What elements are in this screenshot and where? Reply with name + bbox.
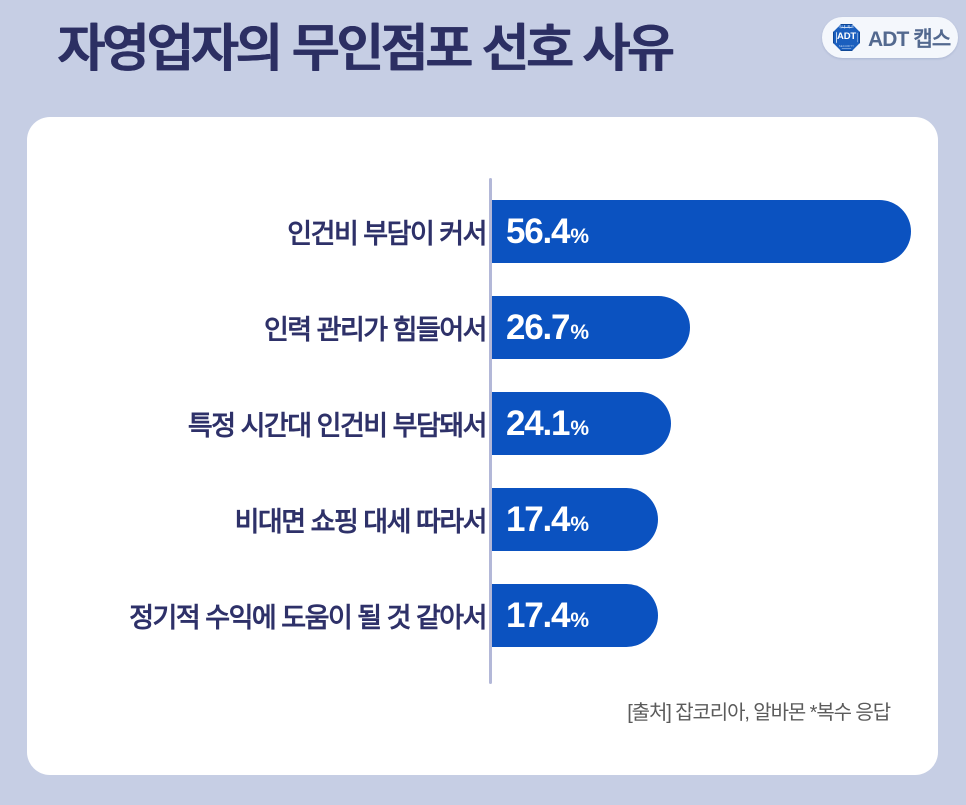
bar-value-number: 56.4 <box>506 212 571 251</box>
bar: 17.4% <box>492 488 658 551</box>
brand-name-label: ADT 캡스 <box>868 27 951 51</box>
chart-axis-line <box>489 178 492 684</box>
bar-value-unit: % <box>570 417 589 440</box>
page-title: 자영업자의 무인점포 선호 사유 <box>58 20 674 77</box>
bar-value-label: 56.4% <box>506 212 589 251</box>
horizontal-bar-chart: 인건비 부담이 커서 56.4% 인력 관리가 힘들어서 26.7% 특정 시간대 인건… <box>27 117 938 775</box>
bar-value-label: 24.1% <box>506 404 589 443</box>
header: 자영업자의 무인점포 선호 사유 국내 최초 ADT SECURITY ADT … <box>0 0 966 112</box>
bar: 24.1% <box>492 392 671 455</box>
bar-rows-container: 인건비 부담이 커서 56.4% 인력 관리가 힘들어서 26.7% 특정 시간대 인건… <box>27 200 938 647</box>
bar-value-number: 17.4 <box>506 596 571 635</box>
bar-value-number: 17.4 <box>506 500 571 539</box>
adt-shield-icon: 국내 최초 ADT SECURITY <box>833 24 860 51</box>
bar: 17.4% <box>492 584 658 647</box>
bar-category-label: 특정 시간대 인건비 부담돼서 <box>187 411 488 441</box>
bar-value-label: 26.7% <box>506 308 589 347</box>
bar-value-unit: % <box>570 609 589 632</box>
bar: 26.7% <box>492 296 690 359</box>
bar-value-unit: % <box>570 225 589 248</box>
bar-row: 특정 시간대 인건비 부담돼서 24.1% <box>27 392 938 455</box>
bar: 56.4% <box>492 200 911 263</box>
adt-badge-bottom-text: SECURITY <box>838 44 855 49</box>
bar-value-number: 26.7 <box>506 308 571 347</box>
bar-category-label: 인력 관리가 힘들어서 <box>263 315 488 345</box>
bar-category-label: 비대면 쇼핑 대세 따라서 <box>234 507 488 537</box>
bar-row: 비대면 쇼핑 대세 따라서 17.4% <box>27 488 938 551</box>
brand-logo[interactable]: 국내 최초 ADT SECURITY ADT 캡스 <box>822 17 958 58</box>
bar-category-label: 정기적 수익에 도움이 될 것 같아서 <box>129 603 487 633</box>
bar-row: 인건비 부담이 커서 56.4% <box>27 200 938 263</box>
bar-row: 인력 관리가 힘들어서 26.7% <box>27 296 938 359</box>
chart-card: 인건비 부담이 커서 56.4% 인력 관리가 힘들어서 26.7% 특정 시간대 인건… <box>27 117 938 775</box>
bar-value-label: 17.4% <box>506 500 589 539</box>
source-note: [출처] 잡코리아, 알바몬 *복수 응답 <box>627 702 891 724</box>
bar-value-unit: % <box>570 513 589 536</box>
adt-badge-text: ADT <box>837 31 856 42</box>
bar-value-number: 24.1 <box>506 404 571 443</box>
bar-category-label: 인건비 부담이 커서 <box>287 219 487 249</box>
adt-badge-top-text: 국내 최초 <box>838 25 855 29</box>
bar-value-label: 17.4% <box>506 596 589 635</box>
bar-value-unit: % <box>570 321 589 344</box>
bar-row: 정기적 수익에 도움이 될 것 같아서 17.4% <box>27 584 938 647</box>
